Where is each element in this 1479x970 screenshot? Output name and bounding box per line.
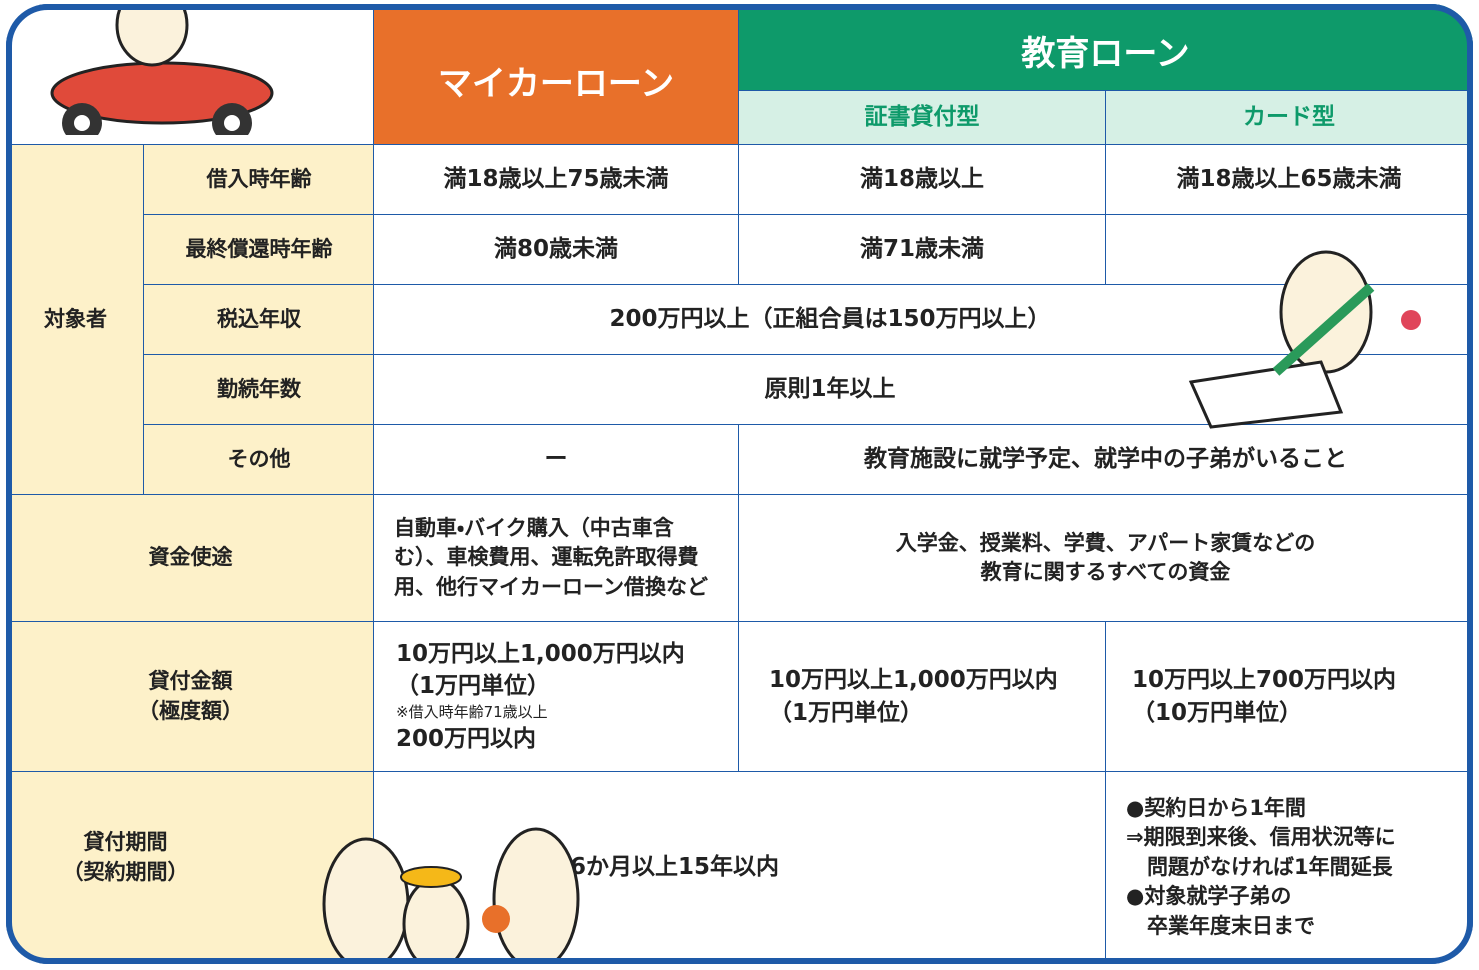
text-line: む）、車検費用、運転免許取得費 [394,545,699,570]
cell: 満71歳未満 [738,214,1106,285]
row-label: 最終償還時年齢 [143,214,375,285]
text-line: 教育に関するすべての資金 [980,560,1231,584]
text-line: 10万円以上1,000万円以内 [769,667,1058,694]
cell: 10万円以上1,000万円以内 （1万円単位） [738,621,1106,772]
text-line: 10万円以上1,000万円以内 [396,640,685,667]
cell: ー [373,424,739,495]
text-line: （契約期間） [62,859,189,884]
cell: ●契約日から1年間 ⇒期限到来後、信用状況等に 問題がなければ1年間延長 ●対象… [1105,771,1473,964]
text-line: 問題がなければ1年間延長 [1126,854,1393,879]
text-line: 用、他行マイカーローン借換など [394,574,708,599]
cell: 満80歳未満 [373,214,739,285]
row-label: 税込年収 [143,284,375,355]
text-line: （1万円単位） [769,699,924,726]
row-label: 借入時年齢 [143,144,375,215]
row-label: その他 [143,424,375,495]
text-line: 自動車・バイク購入（中古車含 [394,515,674,540]
cell: 満18歳以上75歳未満 [373,144,739,215]
text-line: 200万円以内 [396,726,537,753]
table: マイカーローン 教育ローン 証書貸付型 カード型 対象者 借入時年齢 満18歳以… [6,4,1473,964]
row-label: 貸付金額 （極度額） [6,621,375,772]
card-type-header: カード型 [1105,90,1473,145]
my-car-loan-header: マイカーローン [373,4,739,145]
cell: 入学金、授業料、学費、アパート家賃などの 教育に関するすべての資金 [738,494,1473,622]
text-line: ⇒期限到来後、信用状況等に [1126,825,1396,850]
row-label: 資金使途 [6,494,375,622]
row-label: 勤続年数 [143,354,375,425]
text-line: 10万円以上700万円以内 [1132,667,1397,694]
education-loan-header: 教育ローン [738,4,1473,92]
text-line: （10万円単位） [1132,699,1303,726]
group-label: 対象者 [6,144,145,495]
family-mascots [322,827,580,964]
writing-mascot [1188,250,1421,429]
text-line: 貸付期間 [83,830,168,855]
cell: 満18歳以上 [738,144,1106,215]
mascot-cell [6,4,375,145]
cell: 自動車・バイク購入（中古車含 む）、車検費用、運転免許取得費 用、他行マイカーロ… [373,494,739,622]
text-line: ●対象就学子弟の [1126,884,1292,909]
row-label: 貸付期間 （契約期間） [6,771,375,964]
note: ※借入時年齢71歳以上 [396,703,548,722]
car-illustration [50,5,274,135]
text-line: （1万円単位） [396,672,551,699]
text-line: 貸付金額 [148,669,233,694]
certificate-type-header: 証書貸付型 [738,90,1106,145]
cell: 教育施設に就学予定、就学中の子弟がいること [738,424,1473,495]
text-line: （極度額） [138,698,243,723]
text-line: 卒業年度末日まで [1126,913,1315,938]
cell: 満18歳以上65歳未満 [1105,144,1473,215]
text-line: 入学金、授業料、学費、アパート家賃などの [895,530,1316,555]
text-line: ●契約日から1年間 [1126,796,1306,821]
cell: 10万円以上1,000万円以内 （1万円単位） ※借入時年齢71歳以上 200万… [373,621,739,772]
cell: 10万円以上700万円以内 （10万円単位） [1105,621,1473,772]
